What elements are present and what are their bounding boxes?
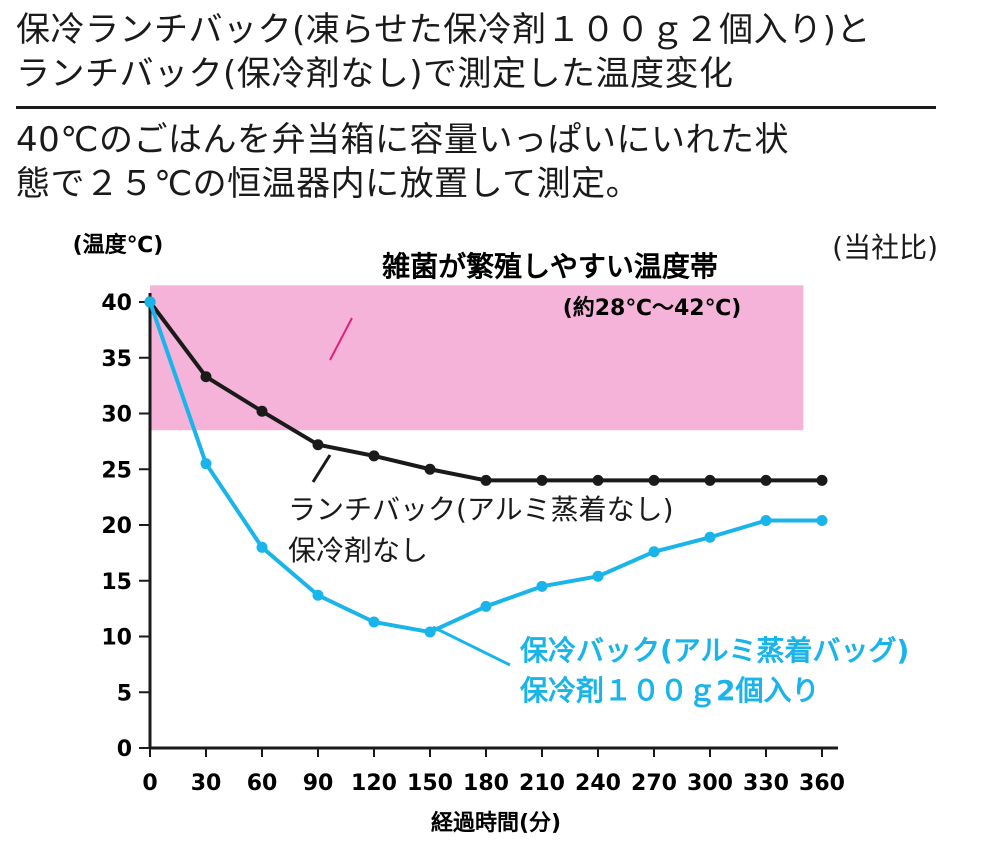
cooler-bag-data-point xyxy=(424,626,436,638)
y-tick-label: 0 xyxy=(117,737,132,762)
lunch-bag-data-point xyxy=(424,463,436,475)
x-tick-label: 30 xyxy=(191,771,222,796)
lunch-bag-pointer-line xyxy=(311,454,332,483)
band-label: 雑菌が繁殖しやすい温度帯 xyxy=(381,250,718,283)
x-tick-label: 240 xyxy=(575,771,621,796)
lunch-bag-data-point xyxy=(704,474,716,486)
lunch-bag-data-point xyxy=(760,474,772,486)
x-tick-label: 0 xyxy=(142,771,157,796)
cooler-bag-data-point xyxy=(480,600,492,612)
bacteria-band xyxy=(150,285,804,431)
cooler-bag-data-point xyxy=(312,589,324,601)
y-tick-label: 40 xyxy=(101,291,132,316)
title-divider xyxy=(16,106,936,109)
lunch-bag-data-point xyxy=(592,474,604,486)
cooler-bag-pointer-line xyxy=(432,625,511,667)
lunch-bag-data-point xyxy=(200,371,212,383)
cooler-bag-data-point xyxy=(760,515,772,527)
lunch-bag-series-sublabel: 保冷剤なし xyxy=(288,534,428,567)
cooler-bag-data-point xyxy=(368,616,380,628)
band-sublabel: (約28℃〜42℃) xyxy=(563,295,742,321)
cooler-bag-series-sublabel: 保冷剤１００ｇ2個入り xyxy=(520,674,819,708)
chart-title: 保冷ランチバック(凍らせた保冷剤１００ｇ２個入り)と ランチバック(保冷剤なし)… xyxy=(16,10,871,94)
x-tick-label: 150 xyxy=(407,771,453,796)
x-axis-ticks: 0 30 60 90 120 150 180 210 240 270 300 330 360 xyxy=(142,748,845,796)
chart-subtitle: 40℃のごはんを弁当箱に容量いっぱいにいれた状 態で２５℃の恒温器内に放置して測… xyxy=(16,120,789,204)
y-tick-label: 30 xyxy=(101,403,132,428)
cooler-bag-data-point xyxy=(536,580,548,592)
cooler-bag-series-label: 保冷バック(アルミ蒸着バッグ) xyxy=(520,634,909,667)
lunch-bag-data-point xyxy=(256,405,268,417)
cooler-bag-data-point xyxy=(592,570,604,582)
lunch-bag-data-point xyxy=(648,474,660,486)
x-axis-label: 経過時間(分) xyxy=(431,810,561,836)
y-axis-ticks: 0 5 10 15 20 25 30 35 40 xyxy=(101,291,150,762)
x-tick-label: 210 xyxy=(519,771,565,796)
y-tick-label: 35 xyxy=(101,347,132,372)
x-tick-label: 180 xyxy=(463,771,509,796)
cooler-bag-data-point xyxy=(200,458,212,470)
x-tick-label: 360 xyxy=(799,771,845,796)
lunch-bag-series-label: ランチバック(アルミ蒸着なし) xyxy=(288,493,674,526)
lunch-bag-data-point xyxy=(312,439,324,451)
y-tick-label: 20 xyxy=(101,514,132,539)
cooler-bag-data-point xyxy=(256,541,268,553)
x-tick-label: 300 xyxy=(687,771,733,796)
comparison-note: (当社比) xyxy=(832,231,938,264)
x-tick-label: 120 xyxy=(351,771,397,796)
y-tick-label: 10 xyxy=(101,626,132,651)
cooler-bag-data-point xyxy=(816,515,828,527)
lunch-bag-data-point xyxy=(368,450,380,462)
x-tick-label: 330 xyxy=(743,771,789,796)
y-axis-label: (温度℃) xyxy=(73,232,164,258)
lunch-bag-data-point xyxy=(816,474,828,486)
y-tick-label: 15 xyxy=(101,570,132,595)
y-tick-label: 25 xyxy=(101,458,132,483)
cooler-bag-data-point xyxy=(704,531,716,543)
x-tick-label: 60 xyxy=(247,771,278,796)
lunch-bag-data-point xyxy=(536,474,548,486)
y-tick-label: 5 xyxy=(117,681,132,706)
cooler-bag-data-point xyxy=(648,546,660,558)
series-group xyxy=(144,296,828,638)
cooler-bag-data-point xyxy=(144,296,156,308)
lunch-bag-data-point xyxy=(480,474,492,486)
x-tick-label: 270 xyxy=(631,771,677,796)
x-tick-label: 90 xyxy=(303,771,334,796)
band-pointer-line xyxy=(329,317,353,361)
